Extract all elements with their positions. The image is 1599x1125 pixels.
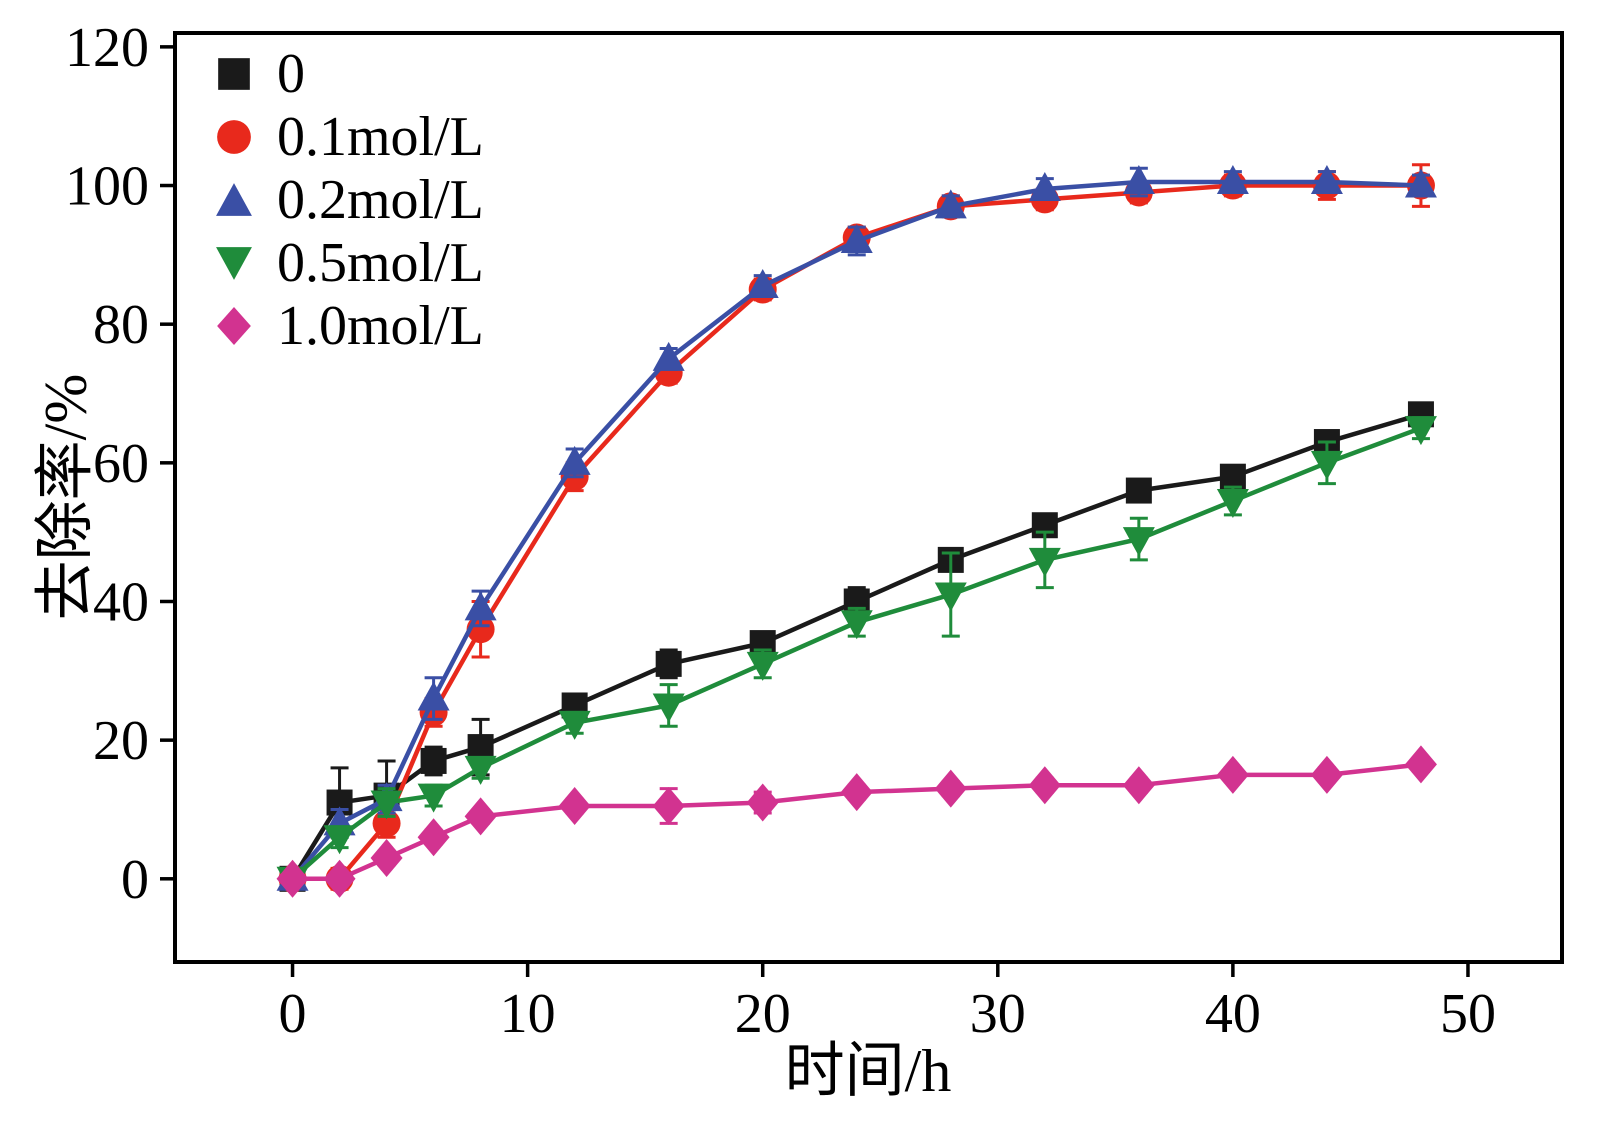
svg-text:100: 100	[65, 156, 149, 218]
svg-text:10: 10	[500, 983, 556, 1045]
legend-label: 1.0mol/L	[277, 294, 484, 357]
legend-item: 0	[215, 42, 484, 105]
y-axis-title: 去除率/%	[32, 373, 99, 621]
legend-label: 0	[277, 42, 305, 105]
svg-text:20: 20	[735, 983, 791, 1045]
legend-item: 0.1mol/L	[215, 105, 484, 168]
legend-label: 0.1mol/L	[277, 105, 484, 168]
svg-text:120: 120	[65, 17, 149, 79]
svg-text:40: 40	[93, 571, 149, 633]
svg-text:40: 40	[1205, 983, 1261, 1045]
x-axis-title: 时间/h	[784, 1038, 952, 1104]
svg-text:50: 50	[1440, 983, 1496, 1045]
svg-text:0: 0	[279, 983, 307, 1045]
legend-item: 0.2mol/L	[215, 168, 484, 231]
svg-text:0: 0	[121, 849, 149, 911]
svg-text:30: 30	[970, 983, 1026, 1045]
legend-item: 1.0mol/L	[215, 294, 484, 357]
legend-item: 0.5mol/L	[215, 231, 484, 294]
legend-label: 0.5mol/L	[277, 231, 484, 294]
circle-marker-icon	[217, 119, 251, 154]
svg-text:60: 60	[93, 433, 149, 495]
triangle-up-marker-icon	[216, 182, 252, 216]
legend: 0 0.1mol/L 0.2mol/L 0.5mol/L 1.0mol/L	[215, 42, 484, 357]
diamond-marker-icon	[217, 306, 251, 345]
square-marker-icon	[218, 57, 250, 90]
triangle-down-marker-icon	[216, 246, 252, 280]
svg-text:80: 80	[93, 294, 149, 356]
svg-text:20: 20	[93, 710, 149, 772]
legend-label: 0.2mol/L	[277, 168, 484, 231]
